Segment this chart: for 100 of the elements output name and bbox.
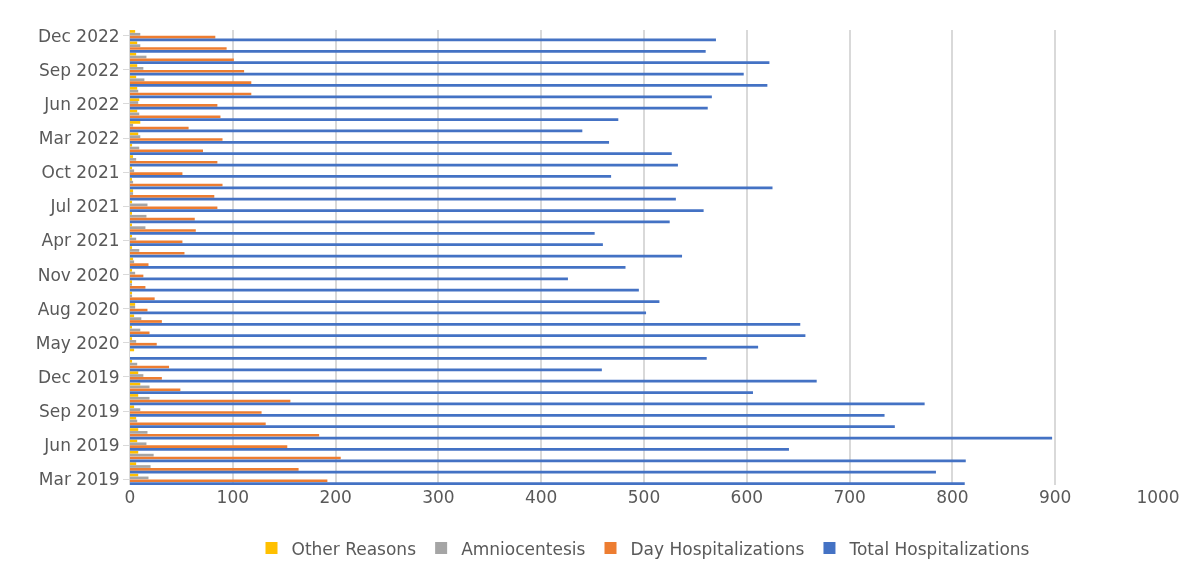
bar (130, 368, 602, 372)
bar (130, 246, 133, 249)
bar (130, 300, 660, 303)
bar (130, 152, 672, 156)
bar (130, 61, 770, 65)
x-tick-label: 700 (833, 487, 866, 507)
bar (130, 445, 288, 448)
bar (130, 377, 162, 380)
bar (130, 95, 712, 99)
bar (130, 30, 136, 33)
legend-label: Day Hospitalizations (630, 538, 805, 559)
bar (130, 115, 221, 119)
bar (130, 49, 706, 53)
x-tick-label: 300 (422, 487, 455, 507)
y-tick-label: Jun 2022 (43, 93, 120, 114)
bar (130, 394, 139, 397)
bar (130, 231, 595, 235)
y-tick-label: Nov 2020 (37, 264, 120, 285)
x-tick-label: 800 (936, 487, 969, 507)
bar (130, 197, 676, 201)
x-tick-label: 100 (216, 487, 250, 507)
bar (130, 78, 145, 82)
x-tick-label: 1000 (1136, 487, 1180, 507)
y-tick-label: Jun 2019 (43, 435, 120, 456)
legend-label: Total Hospitalizations (848, 538, 1030, 559)
x-tick-label: 600 (730, 487, 764, 507)
bar (130, 226, 146, 229)
bar (130, 104, 218, 107)
y-tick-label: Mar 2022 (38, 128, 120, 149)
bar (130, 118, 619, 121)
bar (130, 379, 817, 383)
x-tick-label: 900 (1038, 487, 1072, 507)
bar (130, 470, 936, 474)
bar (130, 249, 140, 252)
bar (130, 84, 768, 87)
bar (130, 123, 134, 127)
bar (130, 52, 137, 56)
bar (130, 206, 218, 210)
bar (130, 342, 157, 346)
bar (130, 388, 181, 392)
y-tick-label: Sep 2022 (38, 59, 120, 80)
bar (130, 450, 139, 454)
bar (130, 396, 150, 400)
bar (130, 140, 610, 144)
bar (130, 251, 185, 255)
y-tick-label: Sep 2019 (38, 401, 120, 422)
bar (130, 81, 252, 84)
bar (130, 479, 328, 483)
bar (130, 143, 133, 147)
y-tick-label: Apr 2021 (41, 230, 120, 251)
bar (130, 243, 603, 247)
bar (130, 340, 137, 343)
bar (130, 459, 966, 463)
bar (130, 433, 320, 437)
bar (130, 286, 146, 289)
y-tick-label: Oct 2021 (41, 162, 120, 183)
y-tick-label: Dec 2022 (38, 25, 120, 46)
bar (130, 288, 639, 292)
x-tick-label: 400 (524, 487, 558, 507)
bar (130, 448, 789, 451)
bar (130, 371, 139, 375)
bar (130, 413, 885, 417)
bar (130, 106, 708, 110)
x-tick-label: 500 (627, 487, 661, 507)
bar (130, 297, 155, 301)
bar (130, 431, 148, 434)
bar (130, 359, 133, 363)
y-tick-label: Jul 2021 (49, 196, 120, 217)
bar (130, 67, 144, 70)
x-tick-label: 0 (124, 487, 136, 507)
bar (130, 357, 707, 360)
bar (130, 337, 133, 340)
bar (130, 277, 568, 281)
bar (130, 172, 183, 175)
bar (130, 442, 147, 446)
bar (130, 64, 138, 67)
bar (130, 334, 806, 338)
bar (130, 229, 196, 232)
bar (130, 266, 626, 269)
bar (130, 408, 141, 411)
y-tick-label: Mar 2019 (38, 469, 120, 490)
bar (130, 411, 262, 414)
bar (130, 314, 135, 318)
bar (130, 47, 227, 50)
bar (130, 263, 149, 266)
bar (130, 405, 135, 409)
bar (130, 462, 137, 466)
bar (130, 468, 299, 471)
bar (130, 465, 151, 468)
bar (130, 138, 223, 141)
bar (130, 160, 218, 164)
legend-label: Other Reasons (291, 538, 417, 559)
bar (130, 482, 965, 485)
bar (130, 322, 801, 326)
y-tick-label: Dec 2019 (38, 366, 120, 387)
bar (130, 121, 141, 124)
bar (130, 32, 141, 36)
bar (130, 195, 215, 198)
bar (130, 428, 139, 431)
legend-label: Amniocentesis (461, 538, 586, 559)
